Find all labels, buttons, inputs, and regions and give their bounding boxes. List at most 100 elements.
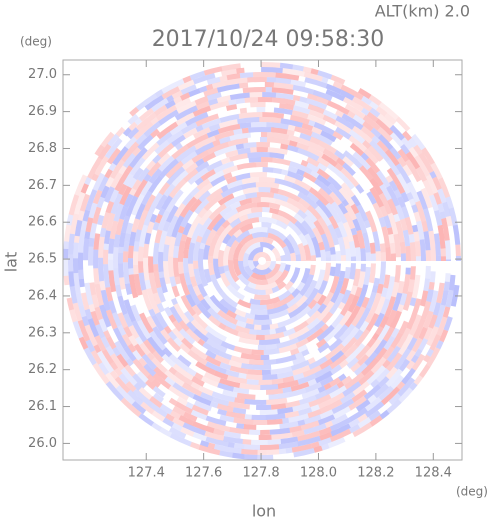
echo-cell: [291, 182, 310, 197]
echo-cell: [96, 196, 105, 209]
echo-cell: [110, 193, 123, 215]
echo-cell: [258, 187, 271, 193]
echo-cell: [283, 237, 295, 254]
echo-cell: [315, 199, 333, 219]
echo-cell: [183, 272, 192, 286]
echo-cell: [313, 219, 326, 236]
echo-cell: [314, 390, 327, 400]
echo-cell: [322, 114, 337, 125]
echo-cell: [334, 149, 346, 160]
echo-cell: [260, 354, 270, 361]
echo-cell: [415, 200, 427, 222]
echo-cell: [123, 262, 130, 285]
echo-cell: [159, 427, 173, 438]
echo-cell: [267, 418, 283, 425]
echo-cell: [205, 361, 227, 375]
echo-cell: [444, 240, 451, 260]
echo-cell: [152, 386, 166, 398]
echo-cell: [416, 220, 425, 240]
echo-cell: [198, 444, 221, 456]
echo-cell: [105, 200, 115, 214]
echo-cell: [177, 240, 186, 262]
echo-cell: [304, 233, 316, 256]
echo-cell: [68, 194, 80, 216]
echo-cell: [305, 316, 315, 325]
echo-cell: [105, 372, 120, 389]
echo-cell: [365, 338, 382, 358]
echo-cell: [132, 167, 144, 180]
echo-cell: [322, 109, 338, 120]
echo-cell: [330, 74, 346, 85]
y-tick-label: 26.6: [28, 215, 57, 230]
echo-cell: [244, 398, 267, 405]
echo-cell: [158, 155, 175, 172]
echo-cell: [249, 328, 257, 335]
echo-cell: [260, 131, 268, 138]
echo-cell: [329, 428, 352, 442]
echo-cell: [283, 327, 296, 337]
echo-cell: [272, 157, 291, 166]
echo-cell: [229, 153, 248, 162]
echo-cell: [114, 367, 123, 377]
echo-cell: [89, 222, 98, 239]
y-axis-label: lat: [2, 252, 21, 273]
echo-cell: [90, 310, 100, 326]
echo-cell: [260, 242, 275, 251]
echo-cell: [389, 132, 404, 148]
echo-cell: [344, 372, 365, 390]
echo-cell: [205, 160, 223, 172]
echo-cell: [117, 252, 124, 264]
echo-cell: [118, 373, 130, 385]
echo-cell: [127, 389, 144, 406]
echo-cell: [386, 159, 401, 176]
echo-cell: [247, 152, 270, 158]
echo-cell: [387, 212, 399, 235]
echo-cell: [269, 328, 277, 335]
echo-cell: [373, 339, 388, 356]
echo-cell: [261, 61, 281, 68]
echo-cell: [428, 230, 435, 241]
echo-cell: [282, 386, 292, 394]
echo-cell: [288, 286, 296, 294]
echo-cell: [329, 354, 348, 370]
echo-cell: [256, 404, 272, 411]
echo-cell: [369, 292, 382, 315]
echo-cell: [244, 414, 252, 420]
echo-cell: [183, 236, 192, 250]
echo-cell: [247, 260, 256, 271]
echo-cell: [219, 136, 231, 145]
altitude: ALT(km) 2.0: [375, 2, 470, 21]
echo-cell: [191, 404, 209, 416]
echo-cell: [321, 311, 334, 324]
echo-cell: [68, 271, 75, 287]
echo-cell: [280, 143, 289, 150]
echo-cell: [244, 265, 254, 277]
echo-cell: [117, 295, 128, 316]
echo-cell: [194, 372, 204, 381]
echo-cell: [190, 381, 201, 391]
echo-cell: [259, 444, 280, 451]
echo-cell: [238, 372, 247, 379]
echo-cell: [335, 126, 352, 140]
echo-cell: [164, 306, 173, 317]
echo-cell: [110, 361, 119, 371]
echo-cell: [406, 192, 414, 201]
echo-cell: [147, 161, 162, 177]
echo-cell: [342, 176, 355, 190]
echo-cell: [294, 126, 313, 137]
echo-cell: [301, 123, 314, 132]
echo-cell: [360, 152, 370, 161]
echo-cell: [246, 374, 263, 381]
echo-cell: [429, 171, 437, 179]
echo-cell: [151, 357, 168, 374]
echo-cell: [395, 116, 411, 132]
echo-cell: [293, 320, 309, 333]
echo-cell: [216, 83, 240, 93]
echo-cell: [195, 158, 205, 167]
echo-cell: [89, 282, 97, 296]
echo-cell: [406, 367, 416, 378]
echo-cell: [179, 196, 198, 218]
echo-cell: [228, 360, 242, 368]
echo-cell: [423, 231, 431, 251]
echo-cell: [218, 322, 227, 331]
